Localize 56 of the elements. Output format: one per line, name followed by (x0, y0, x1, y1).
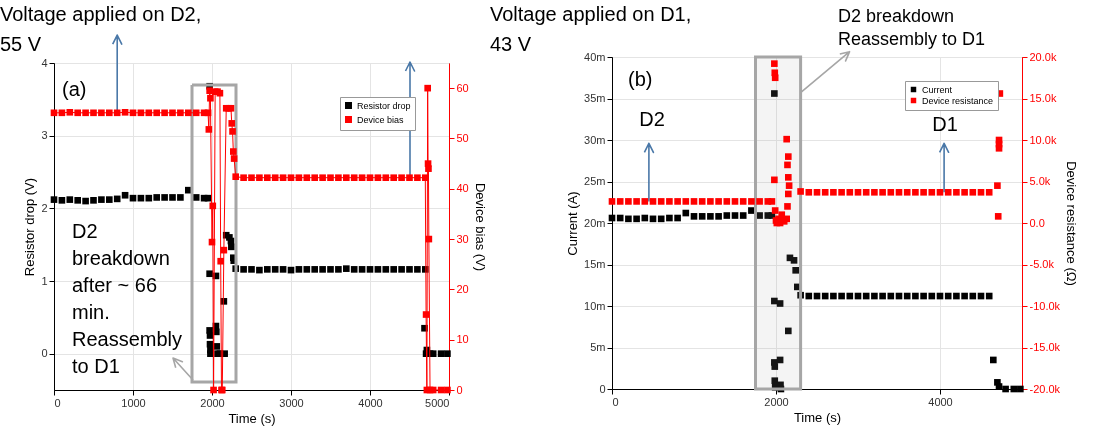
y2-tick-label: -10.0k (1029, 299, 1061, 312)
legend-label: Device bias (357, 114, 405, 125)
y-tick-label: 35m (584, 92, 606, 104)
y2-tick-label: 20.0k (1029, 50, 1057, 63)
y2-tick-label: -20.0k (1029, 382, 1061, 395)
annotation: (a) (62, 78, 87, 100)
y2-tick-label: 5.0k (1029, 175, 1051, 187)
x-tick-label: 2000 (200, 396, 225, 409)
legend-label: Current (922, 84, 953, 95)
y-tick-label: 2 (41, 201, 48, 214)
y2-tick-label: -5.0k (1029, 258, 1055, 270)
x-tick-label: 2000 (764, 395, 789, 408)
y2-tick-label: 50 (456, 131, 469, 144)
x-tick-label: 5000 (425, 396, 450, 409)
y-tick-label: 25m (584, 175, 606, 187)
y2-axis-title: Device resistance (Ω) (1064, 161, 1080, 286)
y-axis-title: Current (A) (565, 191, 581, 256)
y-axis-title: Resistor drop (V) (22, 177, 38, 277)
y2-tick-label: 20 (456, 282, 469, 295)
x-axis-title: Time (s) (793, 409, 842, 425)
legend-label: Device resistance (922, 95, 994, 106)
x-tick-label: 3000 (279, 396, 304, 409)
annotation: D2 (639, 108, 665, 130)
y-tick-label: 4 (41, 56, 48, 69)
annotation: Voltage applied on D2, 55 V (0, 3, 202, 55)
x-tick-label: 0 (612, 395, 619, 408)
y-tick-label: 0 (41, 347, 48, 360)
y2-tick-label: 10.0k (1029, 133, 1057, 146)
x-tick-label: 4000 (928, 395, 953, 408)
y2-tick-label: 15.0k (1029, 92, 1057, 104)
y-tick-label: 10m (584, 299, 606, 312)
y2-tick-label: 60 (456, 81, 469, 94)
y2-axis-title: Device bias (V) (472, 182, 488, 272)
y-tick-label: 20m (584, 216, 606, 229)
y2-tick-label: -15.0k (1029, 341, 1061, 353)
x-tick-label: 1000 (121, 396, 146, 409)
legend-label: Resistor drop (357, 100, 411, 111)
y-tick-label: 0 (599, 382, 606, 395)
y-tick-label: 3 (41, 129, 48, 142)
y-tick-label: 40m (584, 50, 606, 63)
y-tick-label: 30m (584, 133, 606, 146)
y2-tick-label: 0.0 (1029, 216, 1045, 229)
y2-tick-label: 10 (456, 333, 469, 346)
annotation: D1 (932, 113, 958, 135)
x-tick-label: 0 (54, 396, 61, 409)
annotation: D2 breakdown after ~ 66 min. Reassembly to D1 (72, 220, 183, 377)
y2-tick-label: 40 (456, 182, 469, 195)
x-axis-title: Time (s) (228, 410, 276, 426)
annotation: (b) (628, 68, 653, 90)
y-tick-label: 1 (41, 274, 48, 287)
y-tick-label: 15m (584, 258, 606, 270)
annotation: D2 breakdown Reassembly to D1 (838, 6, 986, 49)
y2-tick-label: 30 (456, 232, 469, 245)
y2-tick-label: 0 (456, 383, 463, 396)
y-tick-label: 5m (590, 341, 606, 353)
x-tick-label: 4000 (358, 396, 383, 409)
